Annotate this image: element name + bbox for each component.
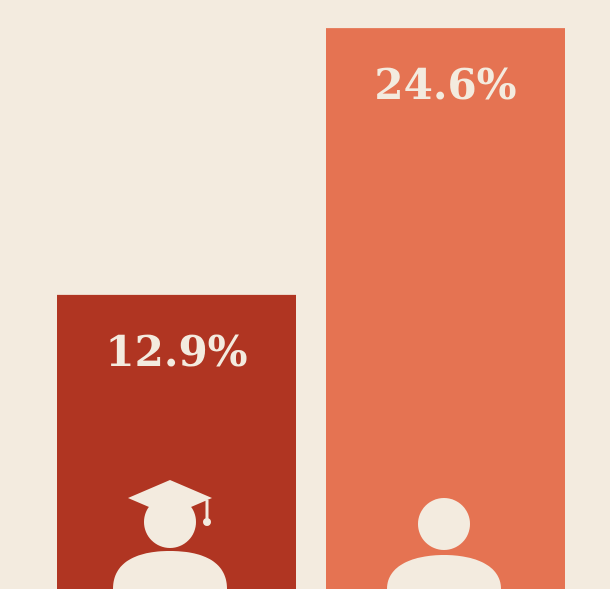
head [144, 496, 196, 548]
value-label: 12.9% [105, 327, 247, 376]
person-icon [387, 498, 501, 589]
tassel-end [203, 518, 211, 526]
bar [326, 28, 565, 589]
body [387, 555, 501, 589]
value-label: 24.6% [374, 60, 516, 109]
bars: 12.9% 24.6% [57, 28, 565, 589]
body [113, 551, 227, 589]
head [418, 498, 470, 550]
graduate-icon [113, 480, 227, 589]
